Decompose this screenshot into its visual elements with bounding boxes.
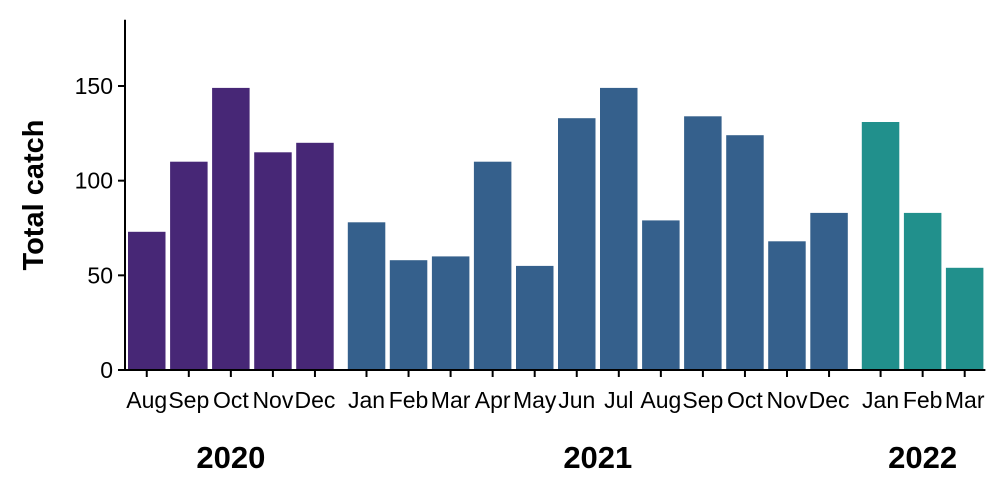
- bar-2021-mar: [431, 256, 470, 370]
- bar-2020-nov: [254, 152, 292, 370]
- x-tick-label: Mar: [945, 387, 985, 413]
- x-tick-label: Nov: [252, 387, 293, 413]
- x-tick-label: Feb: [903, 387, 943, 413]
- x-tick-label: Dec: [809, 387, 850, 413]
- y-axis-title: Total catch: [18, 120, 50, 271]
- x-tick-label: Jan: [348, 387, 385, 413]
- bar-2022-jan: [861, 122, 900, 370]
- bar-2021-apr: [473, 161, 512, 370]
- bar-2021-sep: [684, 116, 722, 370]
- y-tick-label: 100: [75, 168, 113, 194]
- bar-2022-feb: [903, 212, 942, 370]
- bar-2021-dec: [810, 212, 848, 370]
- bar-2021-aug: [642, 220, 680, 370]
- bar-2021-jan: [347, 222, 386, 370]
- bar-2021-feb: [389, 260, 428, 370]
- bar-2020-oct: [212, 87, 250, 371]
- x-tick-label: Oct: [213, 387, 249, 413]
- bar-2021-jun: [558, 118, 596, 370]
- y-tick-label: 150: [75, 73, 113, 99]
- x-axis-ticks: Aug Sep Oct Nov Dec Jan Feb Mar Apr May Jun Jul Aug S…: [126, 370, 985, 413]
- y-tick-label: 50: [87, 262, 113, 288]
- year-labels: 2020 2021 2022: [196, 440, 957, 475]
- x-tick-label: Jun: [558, 387, 595, 413]
- x-tick-label: Mar: [431, 387, 471, 413]
- x-tick-label: May: [513, 387, 557, 413]
- bar-2020-aug: [128, 231, 166, 370]
- x-tick-label: Sep: [682, 387, 723, 413]
- x-tick-label: Sep: [168, 387, 209, 413]
- x-tick-label: Jul: [604, 387, 633, 413]
- year-label: 2021: [563, 440, 632, 475]
- bar-2021-jul: [600, 87, 638, 371]
- bar-2020-sep: [170, 161, 208, 370]
- year-label: 2020: [196, 440, 265, 475]
- y-axis-ticks: 0 50 100 150: [75, 73, 125, 383]
- x-tick-label: Feb: [389, 387, 429, 413]
- x-tick-label: Nov: [767, 387, 808, 413]
- bars: [128, 87, 984, 371]
- y-tick-label: 0: [100, 357, 113, 383]
- x-tick-label: Oct: [727, 387, 763, 413]
- x-tick-label: Aug: [126, 387, 167, 413]
- bar-2021-nov: [768, 241, 806, 370]
- bar-2021-may: [516, 265, 554, 370]
- x-tick-label: Jan: [862, 387, 899, 413]
- year-label: 2022: [888, 440, 957, 475]
- bar-2022-mar: [945, 267, 984, 370]
- x-tick-label: Dec: [294, 387, 335, 413]
- x-tick-label: Aug: [640, 387, 681, 413]
- bar-2021-oct: [726, 135, 764, 370]
- bar-2020-dec: [296, 142, 334, 370]
- x-tick-label: Apr: [475, 387, 511, 413]
